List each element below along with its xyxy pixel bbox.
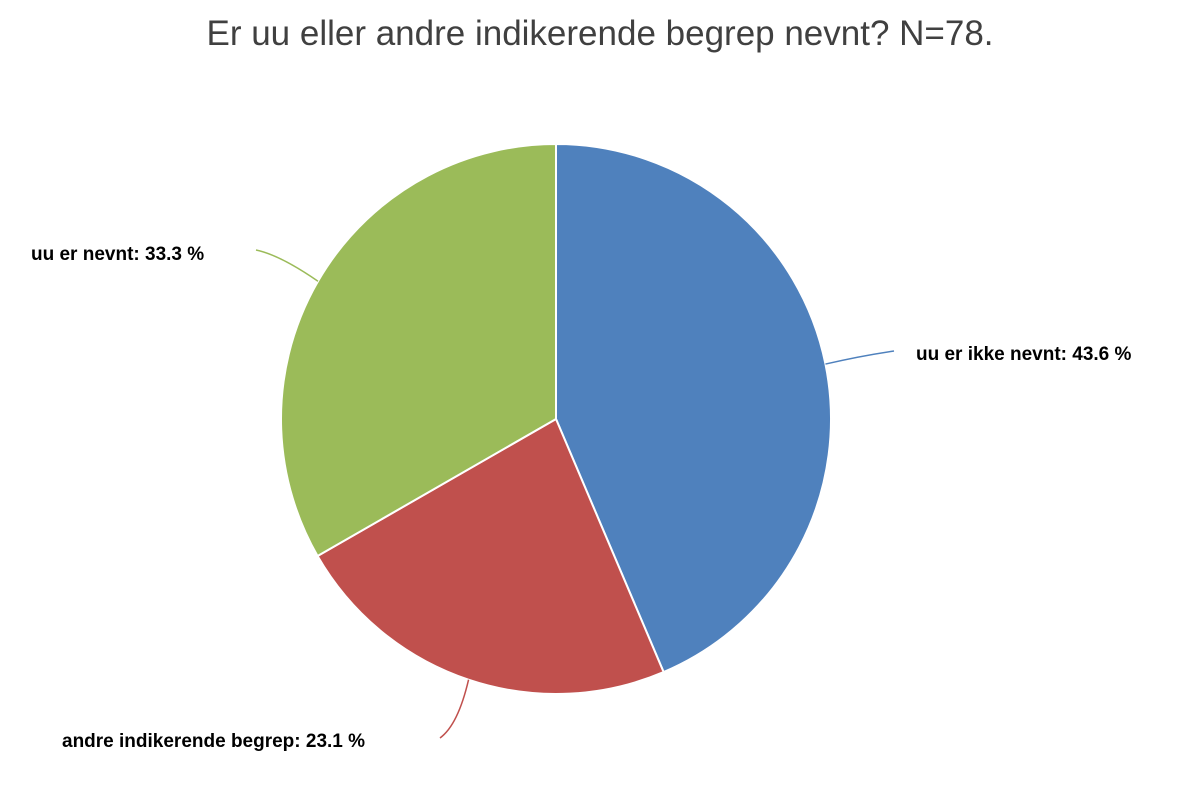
- pie-slices: [280, 142, 832, 695]
- data-label-uu-er-nevnt: uu er nevnt: 33.3 %: [31, 244, 204, 265]
- pie-slice-uu-er-ikke-nevnt: [555, 142, 832, 674]
- data-labels: uu er ikke nevnt: 43.6 % andre indikerend…: [31, 244, 1132, 752]
- leader-line-uu-er-nevnt: [255, 249, 319, 282]
- data-label-uu-er-ikke-nevnt: uu er ikke nevnt: 43.6 %: [916, 344, 1132, 365]
- leader-line-andre-indikerende-begrep: [439, 679, 470, 739]
- chart-title: Er uu eller andre indikerende begrep nev…: [206, 14, 994, 53]
- leader-lines: [255, 249, 895, 739]
- pie-slice-andre-indikerende-begrep: [316, 417, 665, 695]
- leader-line-uu-er-ikke-nevnt: [825, 350, 895, 365]
- data-label-andre-indikerende-begrep: andre indikerende begrep: 23.1 %: [62, 731, 365, 752]
- pie-slice-uu-er-nevnt: [280, 142, 557, 558]
